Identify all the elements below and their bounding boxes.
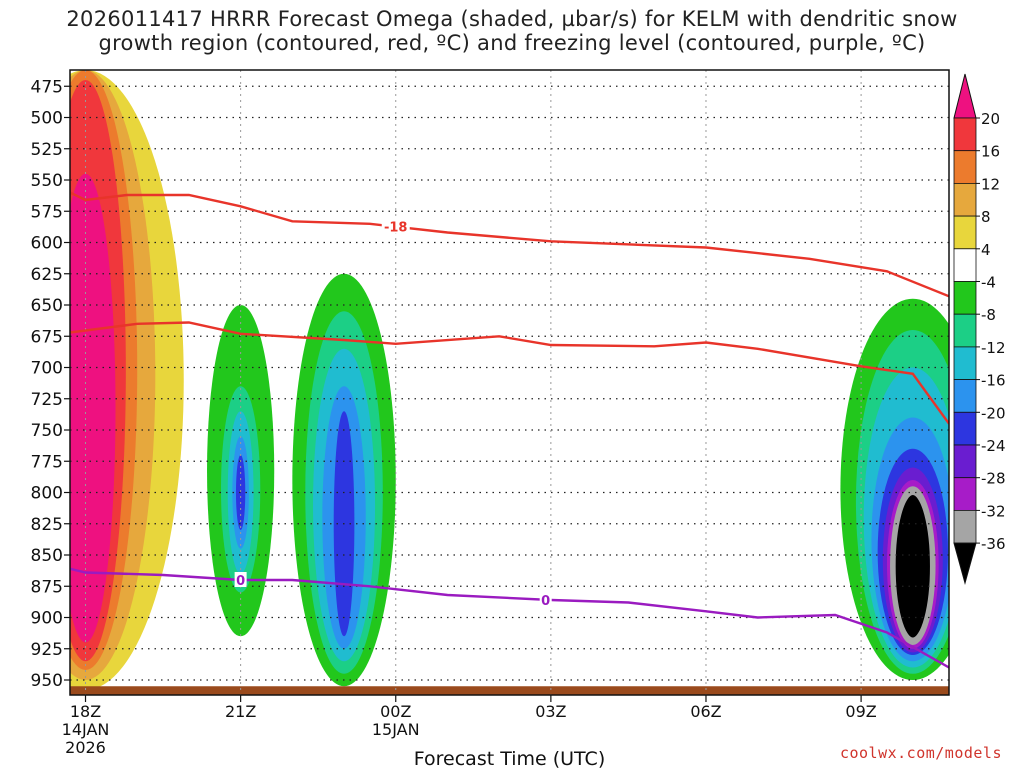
chart-title-line-2: growth region (contoured, red, ºC) and f… [98, 31, 926, 55]
colorbar-label: -4 [981, 274, 996, 292]
y-tick-label: 750 [31, 421, 63, 441]
omega-shade-minus20 [235, 455, 246, 530]
x-date-label: 14JAN [62, 720, 110, 739]
y-tick-label: 900 [31, 609, 63, 629]
y-tick-label: 925 [31, 640, 63, 660]
x-tick-label: 21Z [225, 702, 256, 721]
y-tick-label: 700 [31, 359, 63, 379]
x-tick-label: 06Z [690, 702, 721, 721]
colorbar-label: -16 [981, 372, 1006, 390]
colorbar-bin [953, 477, 977, 511]
y-tick-label: 950 [31, 671, 63, 691]
colorbar-bin [953, 182, 977, 217]
omega-feature-4 [840, 298, 949, 680]
site-credit: coolwx.com/models [839, 744, 1002, 762]
y-tick-label: 875 [31, 577, 63, 597]
x-date-label: 15JAN [372, 720, 420, 739]
plot-area [70, 70, 949, 695]
colorbar-bin [953, 313, 977, 348]
colorbar-label: -12 [981, 339, 1006, 357]
y-tick-label: 600 [31, 234, 63, 254]
y-tick-label: 575 [31, 202, 63, 222]
y-tick-label: 800 [31, 484, 63, 504]
plot-background [70, 70, 949, 695]
omega-shade-plus20 [70, 173, 116, 643]
colorbar-label: -8 [981, 306, 996, 324]
y-tick-label: 550 [31, 171, 63, 191]
x-tick-label: 03Z [535, 702, 566, 721]
colorbar-bin [953, 215, 977, 250]
colorbar-bin [953, 444, 977, 479]
y-tick-label: 650 [31, 296, 63, 316]
colorbar-bin [953, 281, 977, 315]
colorbar-label: 8 [981, 208, 991, 226]
colorbar-bin [953, 150, 977, 184]
contour-lines [70, 191, 949, 669]
y-tick-label: 500 [31, 109, 63, 129]
colorbar-label: 4 [981, 241, 991, 259]
colorbar-bin [953, 248, 977, 282]
plot-frame [69, 69, 950, 696]
colorbar-bin [953, 346, 977, 380]
freezing-level-contour [70, 567, 949, 669]
colorbar-bin [953, 117, 977, 152]
gridlines [70, 70, 949, 695]
y-tick-label: 525 [31, 140, 63, 160]
colorbar-arrow-top [953, 73, 977, 119]
x-tick-label: 00Z [380, 702, 411, 721]
colorbar-label: -20 [981, 404, 1006, 422]
dgr-lower-contour [70, 321, 949, 425]
freezing-label-bg [234, 572, 247, 587]
omega-feature-1 [70, 70, 184, 690]
omega-feature-2 [207, 305, 275, 637]
colorbar-label: -28 [981, 470, 1006, 488]
y-tick-label: 725 [31, 390, 63, 410]
dgr-label-bg [381, 218, 410, 234]
colorbar-bin [953, 411, 977, 446]
colorbar-label: -32 [981, 502, 1006, 520]
freezing-label-bg [539, 591, 552, 607]
y-tick-label: 825 [31, 515, 63, 535]
dgr-upper-contour [70, 191, 949, 298]
axes: 475 500 525 550 575 600 625 650 675 700 725 750 775 8… [31, 69, 950, 768]
x-tick-label: 09Z [845, 702, 876, 721]
colorbar-bin [953, 509, 977, 544]
freezing-level-label: 0 [236, 574, 245, 589]
y-tick-label: 625 [31, 265, 63, 285]
colorbar-label: -24 [981, 437, 1006, 455]
colorbar: 20 16 12 8 4 -4 -8 -12 -16 -20 -24 -28 -32 -36 [953, 73, 1006, 585]
chart-title-line-1: 2026011417 HRRR Forecast Omega (shaded, … [66, 7, 958, 31]
x-date-label: 2026 [65, 738, 106, 757]
colorbar-label: 20 [981, 110, 1000, 128]
y-tick-label: 475 [31, 77, 63, 97]
omega-shade-minus36 [890, 490, 935, 643]
colorbar-label: 16 [981, 143, 1000, 161]
colorbar-bin [953, 379, 977, 413]
ground-strip [70, 686, 949, 695]
dgr-contour-label: -18 [384, 221, 408, 236]
colorbar-arrow-bottom [953, 542, 977, 585]
x-tick-label: 18Z [70, 702, 101, 721]
y-tick-label: 775 [31, 452, 63, 472]
y-tick-label: 850 [31, 546, 63, 566]
freezing-level-label: 0 [541, 594, 550, 609]
x-axis-title: Forecast Time (UTC) [414, 748, 605, 768]
y-tick-label: 675 [31, 327, 63, 347]
colorbar-label: 12 [981, 175, 1000, 193]
colorbar-label: -36 [981, 535, 1006, 553]
contour-labels: -18 0 0 [234, 218, 552, 609]
